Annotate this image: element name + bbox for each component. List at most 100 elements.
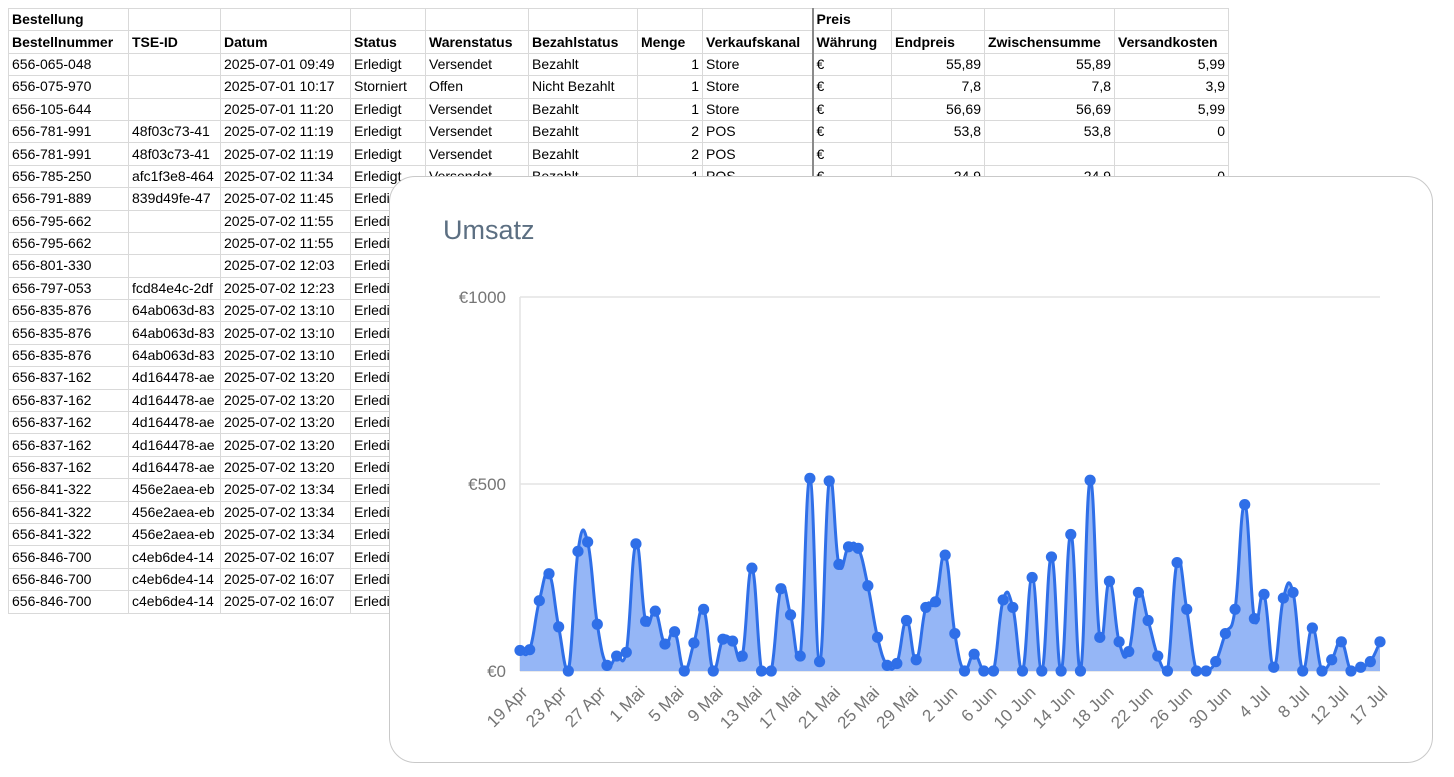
data-point[interactable]: [698, 603, 710, 615]
cell-payment-status[interactable]: Bezahlt: [528, 142, 638, 166]
cell-payment-status[interactable]: Bezahlt: [528, 119, 638, 144]
cell-tse-id[interactable]: 64ab063d-83: [128, 321, 221, 345]
data-point[interactable]: [1326, 654, 1338, 666]
cell-date[interactable]: 2025-07-02 13:34: [220, 478, 351, 502]
cell-tse-id[interactable]: afc1f3e8-464: [128, 164, 221, 189]
data-point[interactable]: [1065, 528, 1077, 541]
cell-status[interactable]: Erledigt: [350, 142, 426, 166]
cell-subtotal[interactable]: 55,89: [984, 52, 1115, 77]
data-point[interactable]: [736, 650, 748, 662]
cell-order-number[interactable]: 656-781-991: [8, 119, 129, 144]
cell-date[interactable]: 2025-07-02 16:07: [220, 590, 351, 614]
data-point[interactable]: [813, 656, 826, 668]
cell-tse-id[interactable]: 4d164478-ae: [128, 366, 221, 390]
cell-tse-id[interactable]: [128, 7, 221, 32]
cell-currency[interactable]: Währung: [811, 30, 892, 54]
data-point[interactable]: [1268, 661, 1280, 673]
data-point[interactable]: [1219, 628, 1231, 640]
data-point[interactable]: [514, 644, 526, 657]
cell-order-number[interactable]: 656-835-876: [8, 343, 129, 368]
cell-date[interactable]: 2025-07-02 11:19: [220, 142, 351, 166]
data-point[interactable]: [726, 635, 739, 647]
cell-order-number[interactable]: Bestellnummer: [8, 30, 129, 54]
data-point[interactable]: [1345, 665, 1357, 677]
data-point[interactable]: [524, 644, 536, 656]
data-point[interactable]: [842, 541, 855, 553]
cell-order-number[interactable]: 656-837-162: [8, 366, 129, 390]
cell-date[interactable]: 2025-07-02 13:20: [220, 366, 351, 390]
cell-status[interactable]: Erledigt: [350, 52, 426, 77]
data-point[interactable]: [823, 475, 835, 487]
data-point[interactable]: [1200, 665, 1212, 677]
cell-quantity[interactable]: [637, 7, 703, 32]
data-point[interactable]: [1026, 571, 1038, 584]
data-point[interactable]: [1258, 588, 1270, 600]
data-point[interactable]: [1055, 665, 1067, 677]
cell-date[interactable]: 2025-07-02 13:34: [220, 522, 351, 547]
cell-tse-id[interactable]: 4d164478-ae: [128, 455, 221, 480]
cell-tse-id[interactable]: 4d164478-ae: [128, 411, 221, 435]
data-point[interactable]: [717, 633, 729, 645]
cell-order-number[interactable]: 656-065-048: [8, 52, 129, 77]
data-point[interactable]: [630, 538, 642, 550]
cell-order-number[interactable]: 656-785-250: [8, 164, 129, 189]
data-point[interactable]: [891, 657, 903, 670]
cell-sales-channel[interactable]: Store: [702, 75, 813, 99]
cell-goods-status[interactable]: Versendet: [425, 142, 529, 166]
cell-shipping[interactable]: [1114, 142, 1229, 166]
cell-order-number[interactable]: 656-837-162: [8, 455, 129, 480]
data-point[interactable]: [611, 650, 623, 662]
cell-tse-id[interactable]: 48f03c73-41: [128, 119, 221, 144]
data-point[interactable]: [755, 665, 768, 677]
data-point[interactable]: [678, 665, 690, 677]
data-point[interactable]: [1190, 665, 1202, 677]
cell-order-number[interactable]: 656-835-876: [8, 299, 129, 323]
cell-shipping[interactable]: [1114, 7, 1229, 32]
cell-tse-id[interactable]: 456e2aea-eb: [128, 522, 221, 547]
cell-shipping[interactable]: 5,99: [1114, 97, 1229, 121]
data-point[interactable]: [1016, 665, 1029, 677]
data-point[interactable]: [1103, 575, 1116, 587]
cell-order-number[interactable]: 656-846-700: [8, 545, 129, 569]
data-point[interactable]: [939, 549, 951, 561]
data-point[interactable]: [669, 626, 681, 638]
cell-tse-id[interactable]: c4eb6de4-14: [128, 567, 221, 592]
cell-order-number[interactable]: 656-837-162: [8, 388, 129, 413]
data-point[interactable]: [1161, 665, 1174, 677]
cell-date[interactable]: 2025-07-01 10:17: [220, 75, 351, 99]
cell-payment-status[interactable]: [528, 7, 638, 32]
cell-final-price[interactable]: 7,8: [891, 75, 985, 99]
data-point[interactable]: [1181, 603, 1193, 615]
data-point[interactable]: [1113, 636, 1125, 648]
cell-date[interactable]: [220, 7, 351, 32]
cell-date[interactable]: 2025-07-02 13:20: [220, 388, 351, 413]
cell-sales-channel[interactable]: Verkaufskanal: [702, 30, 813, 54]
data-point[interactable]: [572, 545, 584, 557]
cell-order-number[interactable]: 656-841-322: [8, 522, 129, 547]
cell-order-number[interactable]: 656-841-322: [8, 478, 129, 502]
data-point[interactable]: [997, 594, 1009, 606]
cell-date[interactable]: 2025-07-02 12:03: [220, 254, 351, 278]
data-point[interactable]: [1374, 636, 1386, 648]
cell-date[interactable]: 2025-07-02 16:07: [220, 545, 351, 569]
data-point[interactable]: [968, 648, 980, 660]
data-point[interactable]: [949, 628, 961, 640]
cell-tse-id[interactable]: 456e2aea-eb: [128, 478, 221, 502]
cell-goods-status[interactable]: Versendet: [425, 52, 529, 77]
data-point[interactable]: [1123, 645, 1135, 658]
data-point[interactable]: [1316, 665, 1328, 677]
data-point[interactable]: [543, 568, 555, 580]
cell-subtotal[interactable]: [984, 7, 1115, 32]
data-point[interactable]: [688, 637, 700, 649]
data-point[interactable]: [775, 583, 787, 595]
data-point[interactable]: [978, 665, 990, 677]
cell-tse-id[interactable]: [128, 52, 221, 77]
cell-status[interactable]: Erledigt: [350, 119, 426, 144]
data-point[interactable]: [881, 659, 893, 671]
cell-order-number[interactable]: 656-837-162: [8, 411, 129, 435]
cell-date[interactable]: 2025-07-01 09:49: [220, 52, 351, 77]
cell-date[interactable]: 2025-07-02 11:19: [220, 119, 351, 144]
cell-tse-id[interactable]: 4d164478-ae: [128, 388, 221, 413]
data-point[interactable]: [601, 659, 613, 671]
cell-currency[interactable]: Preis: [811, 7, 892, 32]
